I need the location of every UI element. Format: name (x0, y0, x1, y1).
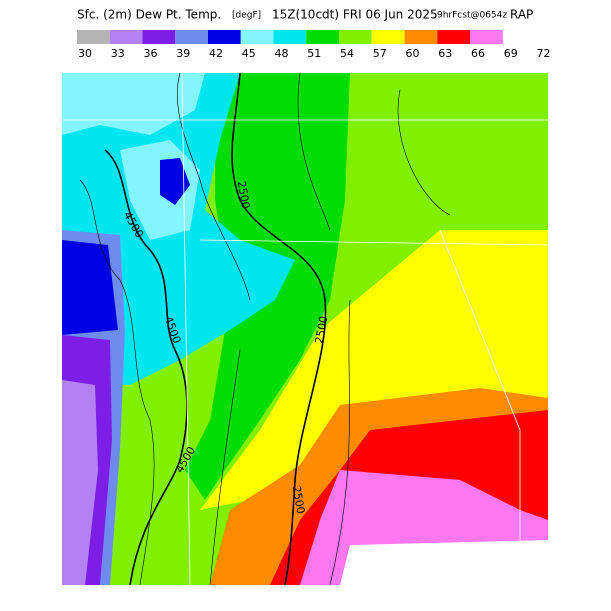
colorbar-label: 51 (307, 47, 321, 60)
contour-label: 2500 (235, 180, 253, 210)
contour-label: 2500 (313, 315, 331, 345)
colorbar-label: 48 (275, 47, 289, 60)
colorbar: 30 33 36 39 42 45 48 51 54 57 60 63 66 69 72 (77, 30, 551, 60)
forecast: 9hrFcst@0654z (437, 11, 507, 21)
colorbar-label: 42 (209, 47, 223, 60)
colorbar-box (404, 30, 438, 44)
colorbar-label: 63 (438, 47, 452, 60)
colorbar-box (208, 30, 241, 44)
contour-label: 2500 (290, 485, 308, 515)
map-field (62, 73, 548, 585)
colorbar-label: 54 (340, 47, 354, 60)
units: [degF] (232, 11, 261, 21)
title: Sfc. (2m) Dew Pt. Temp. (77, 8, 221, 22)
colorbar-label: 57 (373, 47, 387, 60)
colorbar-label: 66 (471, 47, 485, 60)
model: RAP (510, 8, 533, 22)
colorbar-label: 36 (144, 47, 158, 60)
valid-time: 15Z(10cdt) FRI 06 Jun 2025 (272, 8, 438, 22)
colorbar-label: 33 (111, 47, 125, 60)
colorbar-box (339, 30, 372, 44)
colorbar-label: 60 (406, 47, 420, 60)
colorbar-box (273, 30, 307, 44)
colorbar-label: 69 (504, 47, 518, 60)
colorbar-box (470, 30, 503, 44)
colorbar-box (109, 30, 143, 44)
colorbar-label: 72 (537, 47, 551, 60)
colorbar-label: 30 (78, 47, 92, 60)
colorbar-box (142, 30, 176, 44)
colorbar-box (306, 30, 339, 44)
colorbar-label: 39 (176, 47, 190, 60)
colorbar-label: 45 (242, 47, 256, 60)
colorbar-box (77, 30, 110, 44)
colorbar-box (437, 30, 470, 44)
colorbar-box (240, 30, 274, 44)
colorbar-box (371, 30, 405, 44)
colorbar-box (175, 30, 208, 44)
